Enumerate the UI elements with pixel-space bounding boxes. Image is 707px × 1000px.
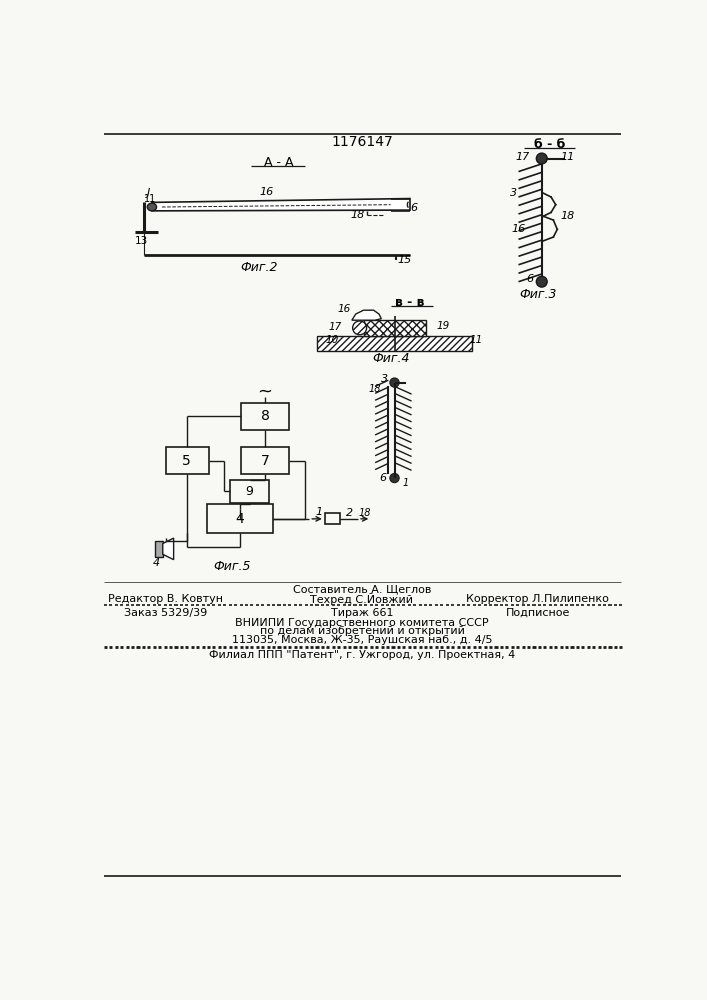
Text: Техред С.Йовжий: Техред С.Йовжий — [310, 593, 414, 605]
Text: 5: 5 — [182, 454, 191, 468]
Text: 6: 6 — [410, 203, 417, 213]
Text: в - в: в - в — [395, 296, 425, 309]
Text: 17: 17 — [515, 152, 530, 162]
Text: 9: 9 — [245, 485, 254, 498]
Circle shape — [537, 276, 547, 287]
Text: ~: ~ — [257, 382, 273, 400]
Text: 6: 6 — [527, 274, 534, 284]
Text: Заказ 5329/39: Заказ 5329/39 — [124, 608, 207, 618]
Text: 18: 18 — [560, 211, 575, 221]
Text: Фиг.5: Фиг.5 — [213, 560, 250, 573]
Bar — [230, 480, 269, 503]
Text: 3: 3 — [510, 188, 517, 198]
Bar — [207, 504, 273, 533]
Text: 1: 1 — [403, 478, 409, 488]
Text: 4: 4 — [235, 512, 244, 526]
Circle shape — [390, 473, 399, 483]
Polygon shape — [352, 310, 381, 320]
Text: 15: 15 — [397, 255, 411, 265]
Text: Корректор Л.Пилипенко: Корректор Л.Пилипенко — [467, 594, 609, 604]
Text: 3: 3 — [381, 374, 388, 384]
Text: Подписное: Подписное — [506, 608, 570, 618]
Text: 4: 4 — [153, 558, 160, 568]
Circle shape — [537, 153, 547, 164]
Text: по делам изобретений и открытий: по делам изобретений и открытий — [259, 626, 464, 636]
Polygon shape — [152, 199, 410, 211]
Bar — [317, 336, 472, 351]
Text: ВНИИПИ Государственного комитета СССР: ВНИИПИ Государственного комитета СССР — [235, 618, 489, 628]
Text: 11: 11 — [469, 335, 482, 345]
Bar — [241, 447, 289, 474]
Text: Филиал ППП "Патент", г. Ужгород, ул. Проектная, 4: Филиал ППП "Патент", г. Ужгород, ул. Про… — [209, 650, 515, 660]
Text: 16: 16 — [337, 304, 351, 314]
Text: А - А: А - А — [264, 156, 293, 169]
Polygon shape — [163, 538, 174, 560]
Bar — [241, 403, 289, 430]
Text: 2: 2 — [346, 508, 353, 518]
Text: 1176147: 1176147 — [331, 135, 393, 149]
Text: 8: 8 — [261, 409, 269, 423]
Text: 18: 18 — [358, 508, 370, 518]
Circle shape — [390, 378, 399, 387]
Text: 10: 10 — [326, 335, 339, 345]
Text: J: J — [147, 188, 151, 198]
Text: Фиг.2: Фиг.2 — [240, 261, 278, 274]
Bar — [325, 513, 340, 524]
Bar — [363, 320, 426, 336]
Text: 17: 17 — [328, 322, 341, 332]
Text: Тираж 661: Тираж 661 — [331, 608, 393, 618]
Text: 1: 1 — [316, 507, 323, 517]
Text: 113035, Москва, Ж-35, Раушская наб., д. 4/5: 113035, Москва, Ж-35, Раушская наб., д. … — [232, 635, 492, 645]
Text: 18: 18 — [351, 210, 366, 220]
Text: 6: 6 — [380, 473, 387, 483]
Text: Редактор В. Ковтун: Редактор В. Ковтун — [108, 594, 223, 604]
Ellipse shape — [147, 203, 156, 211]
Text: 13: 13 — [135, 236, 148, 246]
Text: 16: 16 — [259, 187, 274, 197]
Text: 19: 19 — [437, 321, 450, 331]
Text: Фиг.3: Фиг.3 — [519, 288, 556, 301]
Text: б - б: б - б — [534, 138, 565, 151]
Text: 7: 7 — [261, 454, 269, 468]
Ellipse shape — [353, 321, 367, 335]
Text: 18: 18 — [369, 384, 381, 394]
Bar — [166, 447, 209, 474]
Text: 16: 16 — [511, 224, 525, 234]
Text: Фиг.4: Фиг.4 — [372, 352, 409, 365]
Text: Составитель А. Щеглов: Составитель А. Щеглов — [293, 584, 431, 594]
Bar — [155, 541, 163, 557]
Text: 11: 11 — [560, 152, 575, 162]
Text: 11: 11 — [144, 194, 156, 204]
